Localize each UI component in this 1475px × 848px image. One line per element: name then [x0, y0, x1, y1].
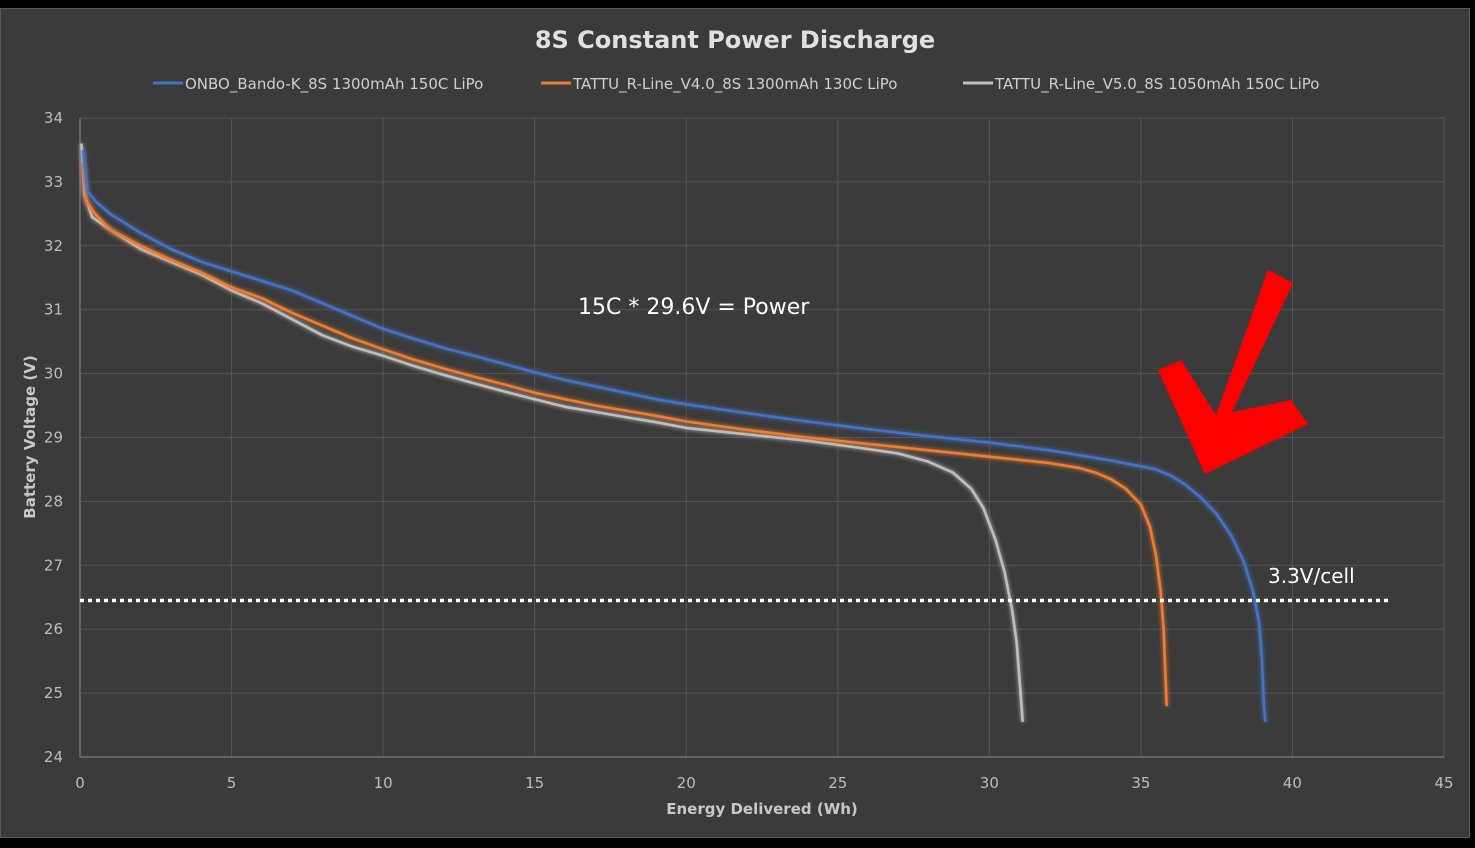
- y-tick-label: 33: [44, 173, 63, 191]
- red-arrow-icon: [1158, 270, 1308, 474]
- x-tick-label: 15: [525, 774, 544, 792]
- legend: ONBO_Bando-K_8S 1300mAh 150C LiPo TATTU_…: [153, 75, 1319, 94]
- y-tick-label: 30: [44, 365, 63, 383]
- reference-line-label: 3.3V/cell: [1268, 564, 1355, 588]
- legend-label-tattu-v4: TATTU_R-Line_V4.0_8S 1300mAh 130C LiPo: [572, 75, 897, 94]
- series-line-2: [80, 143, 1024, 722]
- x-tick-label: 40: [1283, 774, 1302, 792]
- y-tick-label: 24: [44, 748, 63, 766]
- y-tick-label: 31: [44, 301, 63, 319]
- y-axis-label: Battery Voltage (V): [21, 355, 39, 518]
- y-tick-label: 29: [44, 429, 63, 447]
- legend-label-onbo: ONBO_Bando-K_8S 1300mAh 150C LiPo: [185, 75, 483, 94]
- series-layer: [80, 143, 1267, 722]
- power-annotation: 15C * 29.6V = Power: [578, 295, 810, 320]
- x-axis-label: Energy Delivered (Wh): [666, 800, 858, 818]
- x-tick-label: 20: [677, 774, 696, 792]
- series-line-1: [81, 162, 1168, 706]
- y-tick-label: 34: [44, 109, 63, 127]
- chart-title: 8S Constant Power Discharge: [535, 26, 935, 54]
- y-tick-label: 28: [44, 492, 63, 510]
- y-tick-label: 27: [44, 556, 63, 574]
- x-tick-label: 25: [828, 774, 847, 792]
- y-tick-label: 26: [44, 620, 63, 638]
- grid-lines: [80, 117, 1445, 757]
- legend-label-tattu-v5: TATTU_R-Line_V5.0_8S 1050mAh 150C LiPo: [994, 75, 1319, 94]
- x-tick-label: 35: [1131, 774, 1150, 792]
- y-tick-label: 25: [44, 684, 63, 702]
- series-line-0: [81, 149, 1267, 722]
- x-tick-label: 10: [374, 774, 393, 792]
- x-tick-label: 0: [75, 774, 85, 792]
- x-tick-label: 30: [980, 774, 999, 792]
- x-tick-label: 5: [227, 774, 237, 792]
- axes: 0 5 10 15 20 25 30 35 40 45 24 25 26 27 28 29 30 31 32 33 34: [44, 109, 1454, 792]
- x-tick-label: 45: [1434, 774, 1453, 792]
- y-tick-label: 32: [44, 237, 63, 255]
